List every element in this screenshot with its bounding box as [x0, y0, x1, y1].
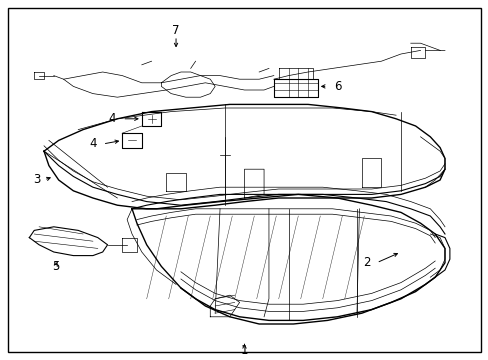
Text: 4: 4 — [89, 138, 97, 150]
Text: 1: 1 — [240, 345, 248, 357]
Text: 2: 2 — [362, 256, 370, 269]
Text: 3: 3 — [33, 174, 41, 186]
Text: 5: 5 — [52, 260, 60, 273]
Text: 7: 7 — [172, 24, 180, 37]
Text: 6: 6 — [333, 80, 341, 93]
Text: 4: 4 — [108, 112, 116, 125]
